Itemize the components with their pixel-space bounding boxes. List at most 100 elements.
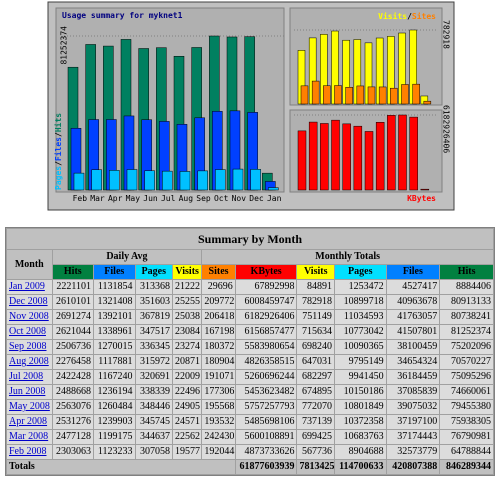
bar — [367, 86, 376, 105]
x-tick-label: Dec — [249, 194, 264, 203]
value-cell: 11034593 — [334, 310, 386, 324]
value-cell: 682297 — [297, 370, 334, 384]
value-cell: 344637 — [135, 430, 172, 444]
group-header: Daily Avg — [52, 250, 202, 264]
value-cell: 32573779 — [386, 445, 440, 459]
value-cell: 5583980654 — [235, 340, 297, 354]
value-cell: 1117881 — [94, 355, 135, 369]
totals-cell: 61877603939 — [235, 460, 297, 474]
value-cell: 37085839 — [386, 385, 440, 399]
bar — [73, 172, 85, 191]
value-cell: 37197100 — [386, 415, 440, 429]
month-link[interactable]: Jun 2008 — [9, 386, 46, 397]
value-cell: 195568 — [202, 400, 235, 414]
value-cell: 10372358 — [334, 415, 386, 429]
month-link[interactable]: Oct 2008 — [9, 326, 46, 337]
value-cell: 1236194 — [94, 385, 135, 399]
legend-separator: / — [54, 132, 63, 137]
month-link[interactable]: Jan 2009 — [9, 281, 45, 292]
value-cell: 24571 — [173, 415, 202, 429]
x-tick-label: Jan — [267, 194, 282, 203]
x-tick-label: Sep — [196, 194, 211, 203]
value-cell: 10683763 — [334, 430, 386, 444]
bar — [215, 169, 226, 191]
value-cell: 1260484 — [94, 400, 135, 414]
value-cell: 10150186 — [334, 385, 386, 399]
legend-separator: / — [407, 12, 412, 21]
value-cell: 699425 — [297, 430, 334, 444]
month-cell: Nov 2008 — [7, 310, 52, 324]
value-cell: 23274 — [173, 340, 202, 354]
value-cell: 180904 — [202, 355, 235, 369]
month-cell: Apr 2008 — [7, 415, 52, 429]
value-cell: 4873733626 — [235, 445, 297, 459]
bar — [250, 169, 261, 191]
bar — [334, 85, 342, 105]
value-cell: 20871 — [173, 355, 202, 369]
value-cell: 2303063 — [52, 445, 94, 459]
value-cell: 348446 — [135, 400, 172, 414]
value-cell: 191071 — [202, 370, 235, 384]
column-header: Files — [386, 265, 440, 279]
value-cell: 313368 — [135, 280, 172, 294]
value-cell: 345745 — [135, 415, 172, 429]
value-cell: 29696 — [202, 280, 235, 294]
value-cell: 193532 — [202, 415, 235, 429]
value-cell: 2610101 — [52, 295, 94, 309]
value-cell: 5757257793 — [235, 400, 297, 414]
month-row: Aug 2008 2276458 1117881 315972 20871 180904 4… — [7, 355, 493, 369]
bar — [356, 85, 365, 105]
month-link[interactable]: Dec 2008 — [9, 296, 48, 307]
value-cell: 23084 — [173, 325, 202, 339]
value-cell: 21222 — [173, 280, 202, 294]
value-cell: 75202096 — [440, 340, 493, 354]
x-tick-label: May — [126, 194, 141, 203]
value-cell: 242430 — [202, 430, 235, 444]
bar — [412, 83, 420, 105]
month-link[interactable]: Apr 2008 — [9, 416, 48, 427]
value-cell: 25255 — [173, 295, 202, 309]
legend: Pages/Files/Hits — [53, 113, 63, 190]
month-link[interactable]: Feb 2008 — [9, 446, 47, 457]
value-cell: 2621044 — [52, 325, 94, 339]
value-cell: 6156857477 — [235, 325, 297, 339]
month-link[interactable]: Mar 2008 — [9, 431, 49, 442]
value-cell: 2691274 — [52, 310, 94, 324]
legend-entry: Pages — [54, 166, 63, 190]
bar — [345, 86, 353, 105]
x-tick-label: Feb — [73, 194, 88, 203]
legend-entry: Files — [53, 137, 63, 161]
value-cell: 320691 — [135, 370, 172, 384]
value-cell: 5600108891 — [235, 430, 297, 444]
bar — [378, 86, 387, 105]
usage-chart: 81252374 Feb Mar Apr May Jun Jul Aug Sep Oct Nov De… — [47, 1, 455, 211]
month-link[interactable]: Nov 2008 — [9, 311, 49, 322]
bar — [144, 170, 155, 191]
column-header: Files — [94, 265, 135, 279]
value-cell: 647031 — [297, 355, 334, 369]
value-cell: 2563076 — [52, 400, 94, 414]
value-cell: 9941450 — [334, 370, 386, 384]
month-link[interactable]: May 2008 — [9, 401, 50, 412]
value-cell: 75938305 — [440, 415, 493, 429]
chart-title: Usage summary for myknet1 — [62, 11, 183, 20]
bar — [126, 169, 138, 191]
value-cell: 74660061 — [440, 385, 493, 399]
value-cell: 79455380 — [440, 400, 493, 414]
value-cell: 10090365 — [334, 340, 386, 354]
column-header: Visits — [297, 265, 334, 279]
month-link[interactable]: Sep 2008 — [9, 341, 47, 352]
totals-cell: 420807388 — [386, 460, 440, 474]
legend-separator: / — [54, 161, 63, 166]
bar — [179, 171, 191, 191]
value-cell: 2506736 — [52, 340, 94, 354]
month-link[interactable]: Jul 2008 — [9, 371, 44, 382]
month-link[interactable]: Aug 2008 — [9, 356, 49, 367]
y-tick-label: 81252374 — [60, 26, 69, 65]
totals-cell: 846289344 — [440, 460, 493, 474]
totals-row: Totals 61877603939 7813425 114700633 4208073… — [7, 460, 493, 474]
month-row: Jun 2008 2488668 1236194 338339 22496 177306 5… — [7, 385, 493, 399]
value-cell: 1392101 — [94, 310, 135, 324]
bar — [364, 131, 374, 191]
